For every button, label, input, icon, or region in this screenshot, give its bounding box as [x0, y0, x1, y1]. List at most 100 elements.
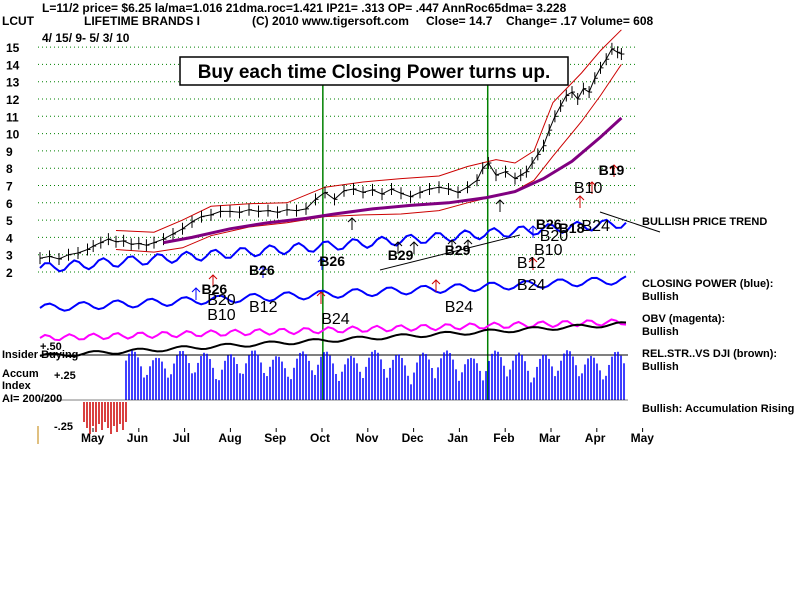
ma-line: [163, 116, 623, 245]
signal-label: B29: [388, 247, 414, 263]
x-tick-label: May: [631, 431, 655, 445]
month-axis-ticks: May Jun Jul Aug Sep Oct Nov Dec Jan Feb Mar Apr May: [37, 426, 655, 445]
signal-label: B24: [582, 218, 611, 235]
signal-label: B10: [574, 180, 603, 197]
header-stats: L=11/2 price= $6.25 la/ma=1.016 21dma.ro…: [42, 1, 567, 15]
y-tick-label: 12: [6, 93, 20, 107]
x-tick-label: Aug: [218, 431, 241, 445]
signal-arrowhead: [587, 181, 597, 187]
y-tick-label: 3: [6, 249, 13, 263]
obv-label: OBV (magenta):: [642, 313, 725, 325]
copyright: (C) 2010 www.tigersoft.com: [252, 14, 409, 28]
signal-arrowhead: [208, 274, 218, 280]
signal-label: B19: [599, 162, 625, 178]
trend-label: BULLISH PRICE TREND: [642, 216, 767, 228]
x-tick-label: Apr: [585, 431, 606, 445]
y-tick-label: 10: [6, 128, 20, 142]
signal-arrowhead: [528, 225, 538, 231]
x-tick-label: Jan: [447, 431, 468, 445]
signal-label: B20: [540, 228, 569, 245]
x-tick-label: Oct: [310, 431, 330, 445]
ai-value: AI= 200/200: [2, 393, 62, 405]
company-name: LIFETIME BRANDS I: [84, 14, 200, 28]
sub-indicators: [39, 218, 627, 358]
signal-arrows: [191, 164, 619, 304]
signal-label: B20: [207, 292, 236, 309]
price-bands: [115, 29, 622, 253]
lower-band-line: [115, 64, 622, 253]
signal-label: B18: [559, 220, 585, 236]
y-tick-label: 13: [6, 76, 20, 90]
y-tick-label: 9: [6, 145, 13, 159]
signal-label: B24: [321, 311, 350, 328]
obv-status: Bullish: [642, 326, 679, 338]
signal-arrowhead: [575, 195, 585, 201]
y-tick-label: 7: [6, 180, 13, 194]
signal-arrowhead: [609, 164, 619, 170]
signal-arrowhead: [347, 217, 357, 223]
signal-label: B24: [517, 277, 546, 294]
change-volume: Change= .17 Volume= 608: [506, 14, 654, 28]
accum-tick-25: +.25: [54, 370, 76, 382]
signal-label: B26: [319, 253, 345, 269]
signal-label: B29: [445, 242, 471, 258]
signal-vertical-lines: [322, 82, 489, 400]
accumulation-index: [40, 350, 628, 434]
banner-text: Buy each time Closing Power turns up.: [198, 62, 551, 83]
index-label: Index: [2, 380, 32, 392]
insider-buying-label: Insider Buying: [2, 349, 78, 361]
closing-power-label: CLOSING POWER (blue):: [642, 278, 773, 290]
signal-arrowhead: [409, 241, 419, 247]
x-tick-label: May: [81, 431, 105, 445]
x-tick-label: Nov: [356, 431, 379, 445]
signal-label: B26: [536, 216, 562, 232]
price-axis-ticks: 2 3 4 5 6 7 8 9 10 11 12 13 14 15: [6, 41, 20, 280]
closing-power-line: [39, 275, 627, 312]
signal-arrowhead: [431, 279, 441, 285]
trend-pointer: [599, 211, 661, 233]
x-tick-label: Jul: [173, 431, 190, 445]
signal-label: B12: [517, 255, 546, 272]
y-tick-label: 2: [6, 266, 13, 280]
rel-strength-status: Bullish: [642, 361, 679, 373]
signal-label: B24: [445, 299, 474, 316]
signal-arrowhead: [528, 257, 538, 263]
signal-arrowhead: [317, 257, 327, 263]
y-tick-label: 4: [6, 231, 13, 245]
y-tick-label: 14: [6, 58, 20, 72]
signal-arrowhead: [463, 239, 473, 245]
accumulation-status: Bullish: Accumulation Rising: [642, 403, 794, 415]
price-series: [39, 42, 661, 271]
ticker-symbol: LCUT: [2, 14, 35, 28]
banner-box: [179, 56, 569, 86]
signal-arrowhead: [258, 265, 268, 271]
x-tick-label: Jun: [127, 431, 148, 445]
y-tick-label: 15: [6, 41, 20, 55]
signal-label: B10: [534, 242, 563, 259]
x-tick-label: Sep: [264, 431, 286, 445]
signal-label: B12: [249, 299, 278, 316]
accum-tick-neg25: -.25: [54, 421, 73, 433]
x-tick-label: Mar: [539, 431, 561, 445]
closing-power-status: Bullish: [642, 291, 679, 303]
signal-label: B26: [202, 281, 228, 297]
signal-label: B26: [249, 262, 275, 278]
signal-arrowhead: [447, 239, 457, 245]
y-tick-label: 5: [6, 214, 13, 228]
x-tick-label: Dec: [402, 431, 424, 445]
close-price: Close= 14.7: [426, 14, 493, 28]
signal-arrowhead: [191, 287, 201, 293]
y-tick-label: 6: [6, 197, 13, 211]
date-range: 4/ 15/ 9- 5/ 3/ 10: [42, 31, 130, 45]
signal-arrowhead: [393, 241, 403, 247]
y-tick-label: 11: [6, 110, 19, 124]
y-tick-label: 8: [6, 162, 13, 176]
moving-average-series: [163, 116, 623, 245]
rel-strength-line: [39, 321, 627, 358]
x-tick-label: Feb: [493, 431, 514, 445]
accum-label: Accum: [2, 368, 39, 380]
accum-tick-50: +.50: [40, 341, 62, 353]
rel-strength-label: REL.STR..VS DJI (brown):: [642, 348, 777, 360]
